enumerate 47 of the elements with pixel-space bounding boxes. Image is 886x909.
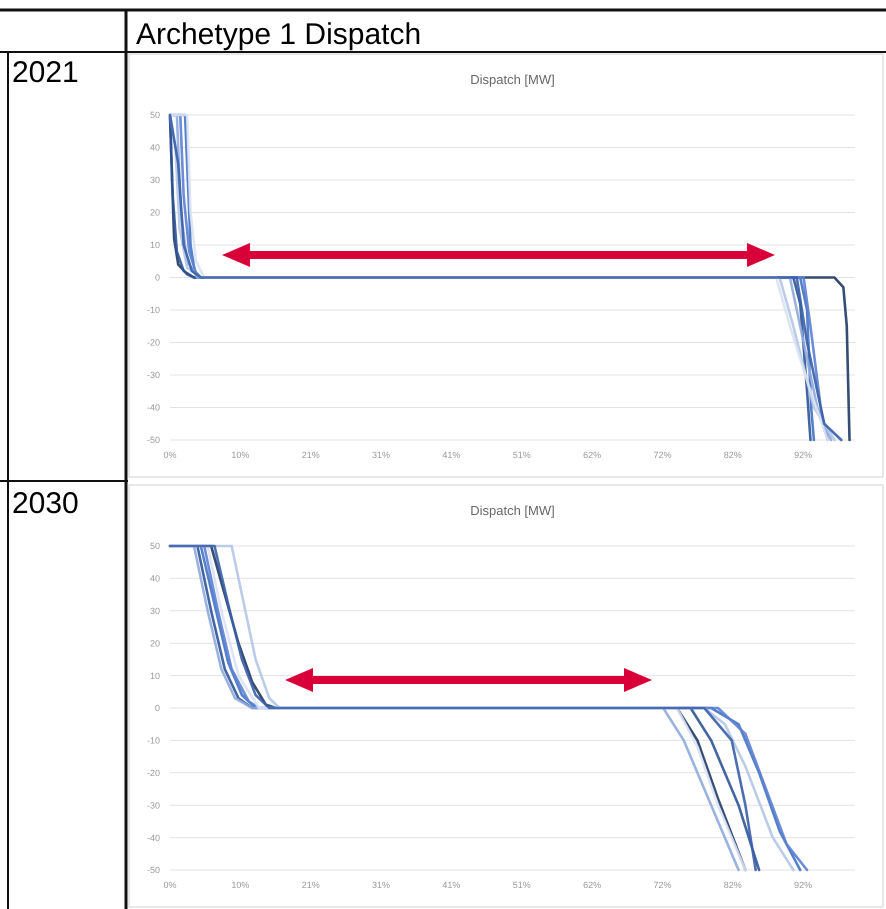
x-tick-label: 0% [163, 880, 177, 890]
chart-title: Dispatch [MW] [470, 72, 555, 87]
x-tick-label: 62% [583, 450, 602, 460]
x-tick-label: 62% [583, 880, 602, 890]
y-tick-label: 20 [150, 638, 160, 648]
x-tick-label: 92% [794, 880, 812, 890]
x-tick-label: 21% [302, 880, 320, 890]
y-tick-label: 10 [150, 240, 160, 250]
y-tick-label: -10 [146, 305, 160, 316]
x-tick-label: 72% [653, 880, 672, 890]
y-tick-label: -50 [146, 435, 160, 446]
text: Archetype 1 Dispatch [136, 18, 422, 51]
x-tick-label: 92% [794, 450, 812, 460]
x-tick-label: 51% [512, 450, 531, 460]
y-tick-label: 50 [150, 541, 160, 552]
y-tick-label: 30 [150, 606, 160, 616]
x-tick-label: 72% [653, 450, 672, 460]
y-tick-label: 0 [154, 703, 160, 714]
y-tick-label: -30 [146, 800, 160, 810]
chart-title: Dispatch [MW] [470, 503, 555, 518]
x-tick-label: 31% [372, 450, 390, 460]
y-tick-label: 40 [150, 142, 160, 153]
y-tick-label: 20 [150, 208, 160, 218]
x-tick-label: 82% [724, 450, 742, 460]
y-tick-label: -40 [146, 402, 160, 413]
y-tick-label: 40 [150, 574, 160, 584]
y-tick-label: -30 [146, 370, 160, 380]
y-tick-label: 0 [154, 272, 160, 283]
text: 2021 [12, 56, 79, 89]
x-tick-label: 82% [724, 880, 742, 890]
y-tick-label: 50 [150, 110, 160, 120]
x-tick-label: 0% [163, 450, 177, 460]
y-tick-label: 10 [150, 670, 160, 681]
x-tick-label: 51% [512, 880, 531, 890]
x-tick-label: 10% [231, 880, 250, 890]
x-tick-label: 41% [442, 880, 460, 890]
x-tick-label: 10% [231, 450, 250, 460]
x-tick-label: 31% [372, 880, 390, 890]
y-tick-label: 30 [150, 175, 160, 186]
y-tick-label: -20 [146, 338, 160, 348]
y-tick-label: -50 [146, 865, 160, 876]
y-tick-label: -10 [146, 736, 160, 746]
y-tick-label: -20 [146, 768, 160, 778]
x-tick-label: 21% [302, 450, 320, 460]
text: 2030 [12, 487, 79, 520]
x-tick-label: 41% [442, 450, 460, 460]
y-tick-label: -40 [146, 832, 160, 843]
